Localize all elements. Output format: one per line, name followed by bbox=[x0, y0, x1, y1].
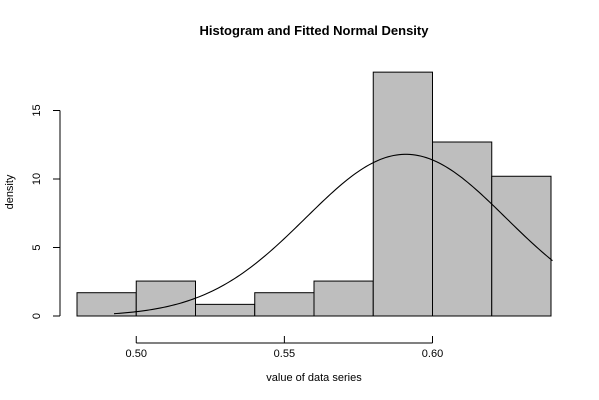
y-tick-label: 10 bbox=[31, 173, 43, 185]
x-tick-label: 0.55 bbox=[274, 348, 295, 360]
histogram-bar-5 bbox=[313, 280, 374, 317]
x-tick-label: 0.60 bbox=[422, 348, 443, 360]
x-axis-label: value of data series bbox=[266, 372, 362, 384]
histogram-bar-4 bbox=[254, 292, 315, 317]
histogram-bar-6 bbox=[372, 71, 433, 317]
fitted-normal-curve bbox=[113, 153, 553, 315]
histogram-bar-3 bbox=[195, 303, 256, 317]
y-tick-label: 15 bbox=[31, 104, 43, 116]
x-axis: 0.50 0.55 0.60 bbox=[126, 336, 443, 360]
y-tick-label: 0 bbox=[31, 313, 43, 319]
histogram-bar-8 bbox=[491, 175, 552, 317]
histogram-bar-7 bbox=[432, 141, 493, 317]
histogram-bars bbox=[76, 71, 552, 317]
x-tick-label: 0.50 bbox=[126, 348, 147, 360]
y-axis-label: density bbox=[4, 174, 16, 209]
y-tick-label: 5 bbox=[31, 244, 43, 250]
y-axis: 0 5 10 15 bbox=[31, 104, 61, 319]
chart-title: Histogram and Fitted Normal Density bbox=[200, 23, 430, 38]
